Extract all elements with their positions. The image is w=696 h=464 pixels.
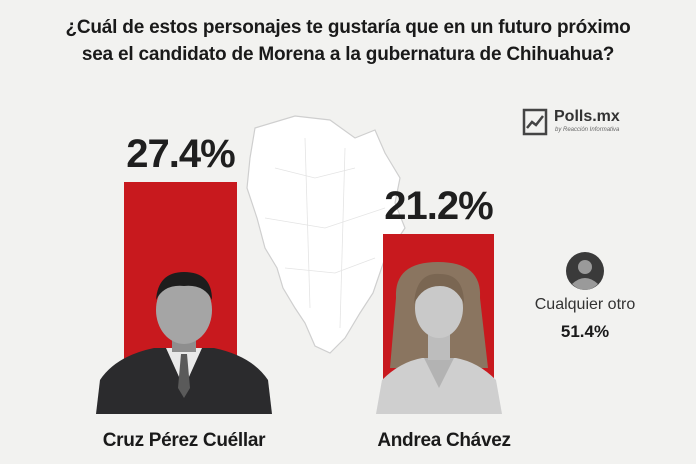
other-option-label: Cualquier otro: [534, 296, 636, 313]
bar-1-value-label: 27.4%: [126, 132, 235, 176]
title-line-1: ¿Cuál de estos personajes te gustaría qu…: [65, 17, 631, 38]
logo-subtext: by Reacción Informativa: [555, 127, 620, 133]
candidate-2-photo: [376, 262, 502, 414]
title-line-2: sea el candidato de Morena a la gubernat…: [81, 44, 615, 65]
bar-2-value-label: 21.2%: [384, 184, 493, 229]
polls-mx-logo: Polls.mx by Reacción Informativa: [522, 106, 642, 140]
chart-logo-icon: [522, 108, 548, 136]
chihuahua-map-icon: [246, 115, 406, 354]
person-silhouette-icon: [566, 252, 604, 290]
chart-title: ¿Cuál de estos personajes te gustaría qu…: [20, 14, 676, 68]
other-option-value: 51.4%: [560, 322, 610, 341]
candidate-1-photo: [96, 272, 272, 414]
candidate-2-name: Andrea Chávez: [377, 430, 511, 451]
logo-text: Polls.mx: [554, 108, 620, 125]
candidate-1-name: Cruz Pérez Cuéllar: [102, 430, 266, 451]
